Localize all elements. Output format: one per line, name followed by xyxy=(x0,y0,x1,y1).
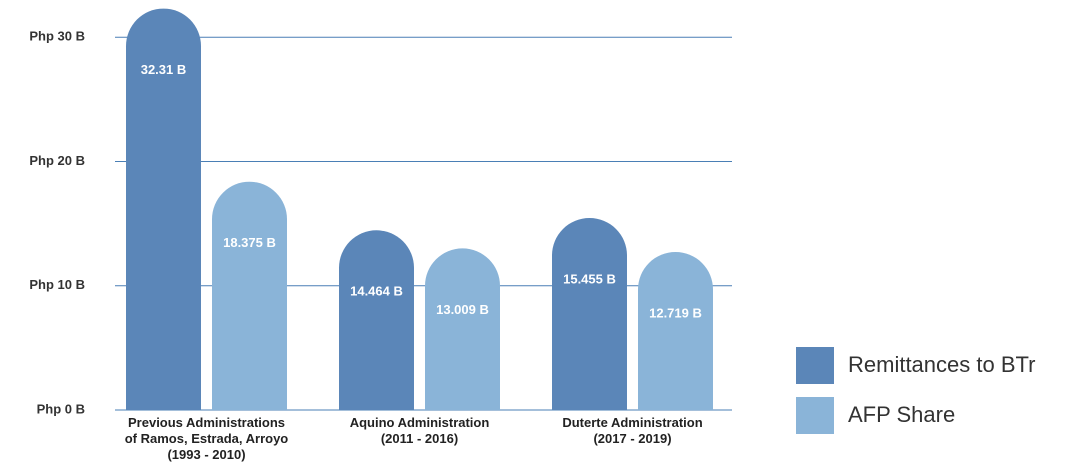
bar xyxy=(126,8,201,411)
x-tick-label: Previous Administrations of Ramos, Estrad… xyxy=(125,415,289,462)
value-label: 14.464 B xyxy=(350,284,403,299)
value-label: 15.455 B xyxy=(563,271,616,286)
value-label: 12.719 B xyxy=(649,305,702,320)
bar xyxy=(425,248,500,410)
x-tick-label: Duterte Administration (2017 - 2019) xyxy=(562,415,702,446)
bar xyxy=(339,230,414,410)
value-label: 32.31 B xyxy=(141,62,187,77)
bar xyxy=(552,217,627,410)
y-tick-label: Php 30 B xyxy=(29,29,85,44)
legend-label: AFP Share xyxy=(848,402,955,427)
y-tick-label: Php 10 B xyxy=(29,277,85,292)
x-tick-label: Aquino Administration (2011 - 2016) xyxy=(350,415,490,446)
legend-swatch xyxy=(796,347,834,384)
y-tick-label: Php 0 B xyxy=(37,401,85,416)
legend-swatch xyxy=(796,397,834,434)
y-tick-label: Php 20 B xyxy=(29,153,85,168)
legend-label: Remittances to BTr xyxy=(848,352,1035,377)
bar xyxy=(638,251,713,410)
bar xyxy=(212,181,287,410)
value-label: 18.375 B xyxy=(223,235,276,250)
value-label: 13.009 B xyxy=(436,302,489,317)
